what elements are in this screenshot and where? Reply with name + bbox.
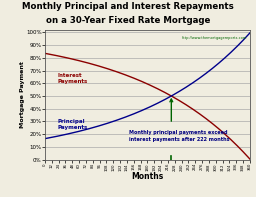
Text: on a 30-Year Fixed Rate Mortgage: on a 30-Year Fixed Rate Mortgage [46, 16, 210, 25]
Text: http://www.themortgagereports.com: http://www.themortgagereports.com [182, 36, 247, 40]
Text: Monthly principal payments exceed
interest payments after 222 months: Monthly principal payments exceed intere… [129, 130, 230, 142]
Text: Monthly Principal and Interest Repayments: Monthly Principal and Interest Repayment… [22, 2, 234, 11]
Text: Principal
Payments: Principal Payments [58, 119, 88, 130]
Text: Interest
Payments: Interest Payments [58, 73, 88, 84]
Y-axis label: Mortgage Payment: Mortgage Payment [19, 61, 25, 128]
X-axis label: Months: Months [131, 172, 164, 181]
